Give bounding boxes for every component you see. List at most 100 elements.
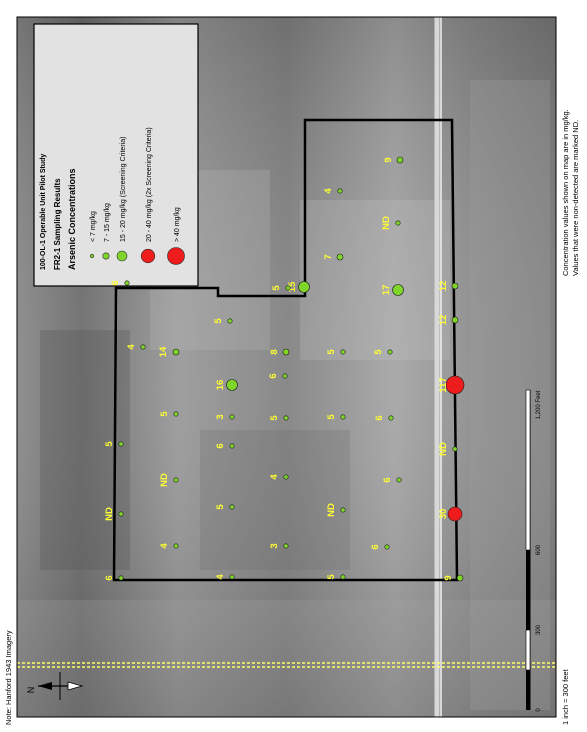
- sample-value-label: 5: [326, 414, 337, 420]
- sample-point[interactable]: [283, 415, 289, 421]
- sample-point[interactable]: [118, 511, 124, 517]
- sample-point[interactable]: [298, 281, 310, 293]
- sample-value-label: 5: [269, 415, 280, 421]
- north-arrow-label: N: [26, 687, 36, 694]
- sample-value-label: 14: [158, 346, 169, 357]
- sample-value-label: 12: [438, 315, 449, 326]
- sample-value-label: 7: [323, 254, 334, 259]
- sample-point[interactable]: [340, 349, 346, 355]
- sample-value-label: 8: [269, 349, 280, 354]
- sample-point[interactable]: [451, 316, 459, 324]
- sample-point[interactable]: [452, 446, 458, 452]
- sample-point[interactable]: [285, 285, 291, 291]
- sample-value-label: 17: [381, 285, 392, 296]
- sample-value-label: 15: [287, 281, 298, 292]
- sample-point[interactable]: [340, 574, 346, 580]
- sample-value-label: 6: [370, 544, 381, 549]
- sample-value-label: 5: [213, 318, 224, 324]
- sample-value-label: 5: [215, 504, 226, 510]
- legend-entry-label: 20 - 40 mg/kg (2x Screening Criteria): [146, 127, 153, 242]
- sample-value-label: ND: [326, 503, 337, 517]
- legend-entry-label: 15 - 20 mg/kg (Screening Criteria): [120, 137, 127, 242]
- sample-value-label: 12: [438, 281, 449, 292]
- legend: 100-OL-1 Operable Unit Pilot Study FR2-1…: [33, 23, 199, 287]
- sample-value-label: 5: [373, 349, 384, 355]
- sample-value-label: 6: [110, 280, 121, 285]
- sample-point[interactable]: [447, 506, 463, 522]
- sample-point[interactable]: [387, 349, 393, 355]
- sample-point[interactable]: [451, 282, 459, 290]
- scale-tick-label: 1,200 Feet: [536, 390, 542, 419]
- sample-value-label: 16: [215, 380, 226, 391]
- sample-point[interactable]: [388, 415, 394, 421]
- legend-entry-label: < 7 mg/kg: [90, 211, 97, 242]
- sample-point[interactable]: [282, 373, 288, 379]
- sample-value-label: 5: [326, 349, 337, 355]
- sample-point[interactable]: [396, 477, 402, 483]
- sample-point[interactable]: [172, 348, 180, 356]
- sample-value-label: 5: [159, 411, 170, 417]
- sample-value-label: 9: [383, 157, 394, 162]
- sample-value-label: ND: [159, 473, 170, 487]
- scale-tick-label: 600: [536, 544, 542, 555]
- legend-symbol: [116, 250, 128, 262]
- sample-value-label: 117: [438, 377, 449, 392]
- sample-value-label: 4: [323, 188, 334, 194]
- sample-value-label: 5: [326, 574, 337, 580]
- sample-value-label: 5: [271, 285, 282, 291]
- scale-tick-label: 300: [536, 624, 542, 635]
- sample-point[interactable]: [340, 507, 346, 513]
- legend-symbol: [167, 247, 185, 265]
- sample-point[interactable]: [226, 379, 238, 391]
- sample-point[interactable]: [173, 543, 179, 549]
- sample-value-label: 6: [374, 415, 385, 420]
- legend-symbol: [102, 252, 110, 260]
- sample-point[interactable]: [283, 543, 289, 549]
- sample-point[interactable]: [118, 441, 124, 447]
- sample-value-label: ND: [438, 442, 449, 456]
- sample-point[interactable]: [456, 574, 464, 582]
- sample-value-label: 3: [215, 414, 226, 419]
- map-frame: [16, 16, 557, 718]
- sample-point[interactable]: [340, 414, 346, 420]
- legend-heading: Arsenic Concentrations: [67, 168, 77, 270]
- sample-value-label: 3: [269, 543, 280, 548]
- sample-value-label: 6: [215, 443, 226, 448]
- sample-point[interactable]: [173, 411, 179, 417]
- scale-note: 1 inch = 300 feet: [561, 668, 570, 725]
- north-arrow-icon: N: [26, 672, 84, 700]
- sample-point[interactable]: [173, 477, 179, 483]
- legend-study-name: 100-OL-1 Operable Unit Pilot Study: [40, 154, 47, 270]
- sample-point[interactable]: [392, 284, 404, 296]
- sample-point[interactable]: [395, 220, 401, 226]
- sample-point[interactable]: [229, 504, 235, 510]
- sample-value-label: 5: [104, 441, 115, 447]
- sample-point[interactable]: [396, 156, 404, 164]
- sample-points: 6 4 14 4 9 4 ND 6 9 12 5 ND 5 4 ND 16 5 15 5 4 3 6 5 5 8 7 17 5 ND 6 3…: [104, 156, 465, 582]
- site-boundary: [112, 118, 459, 582]
- sample-point[interactable]: [227, 318, 233, 324]
- sample-point[interactable]: [445, 375, 465, 395]
- legend-symbol: [140, 248, 156, 264]
- sample-value-label: 6: [382, 477, 393, 482]
- legend-symbol: [89, 253, 95, 259]
- sample-value-label: ND: [381, 216, 392, 230]
- sample-point[interactable]: [140, 344, 146, 350]
- sample-point[interactable]: [282, 348, 290, 356]
- sample-value-label: 6: [268, 373, 279, 378]
- sample-point[interactable]: [337, 188, 343, 194]
- sample-value-label: 4: [269, 474, 280, 480]
- non-detect-note: Values that were non-detected are marked…: [571, 120, 580, 276]
- sample-point[interactable]: [229, 574, 235, 580]
- sample-point[interactable]: [118, 575, 124, 581]
- imagery-note: Note: Hanford 1943 Imagery: [4, 630, 13, 725]
- legend-entry-label: 7 - 15 mg/kg: [104, 203, 111, 242]
- sample-point[interactable]: [229, 414, 235, 420]
- sample-point[interactable]: [283, 474, 289, 480]
- legend-entry-label: > 40 mg/kg: [174, 207, 181, 242]
- sample-point[interactable]: [229, 443, 235, 449]
- sample-value-label: 4: [159, 543, 170, 549]
- sample-point[interactable]: [384, 544, 390, 550]
- sample-point[interactable]: [124, 280, 130, 286]
- sample-point[interactable]: [336, 253, 344, 261]
